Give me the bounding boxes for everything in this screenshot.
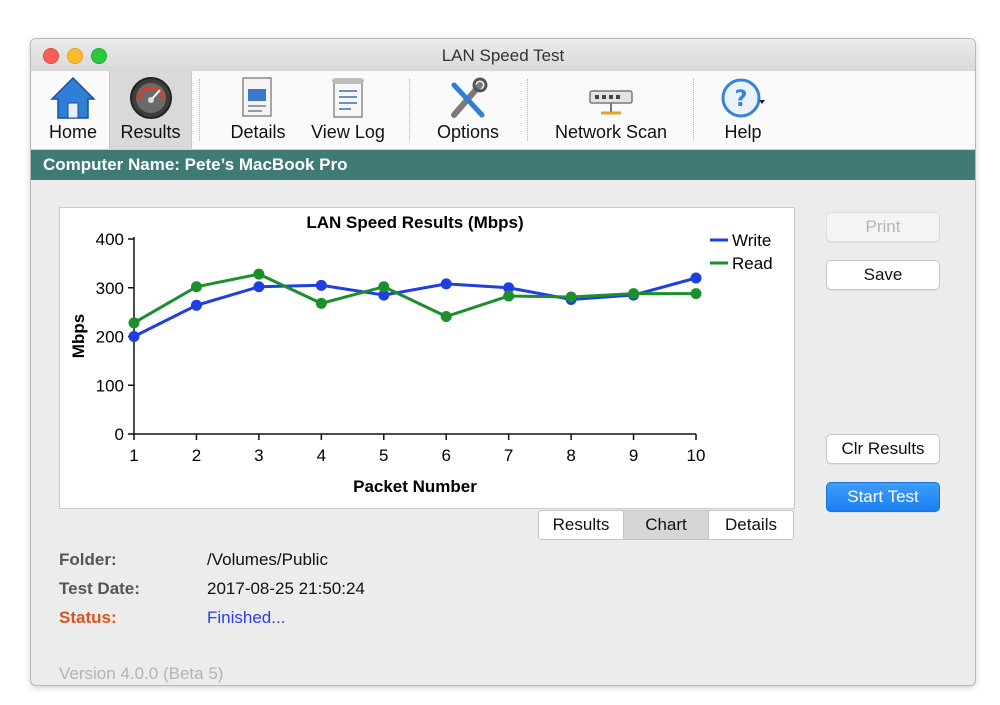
- data-point-read: [315, 297, 327, 309]
- close-window-button[interactable]: [43, 48, 59, 64]
- legend-label-read: Read: [732, 254, 773, 273]
- window-title: LAN Speed Test: [441, 46, 565, 65]
- y-tick-label: 300: [96, 279, 124, 298]
- y-axis-label: Mbps: [69, 314, 88, 358]
- x-tick-label: 3: [254, 446, 263, 465]
- folder-value: /Volumes/Public: [207, 550, 328, 569]
- svg-text:?: ?: [735, 87, 748, 112]
- toolbar-separator: [527, 79, 528, 141]
- legend-label-write: Write: [732, 231, 771, 250]
- data-point-read: [628, 288, 640, 300]
- title-bar: LAN Speed Test: [31, 39, 975, 71]
- toolbar-help-label: Help: [724, 122, 762, 142]
- data-point-read: [190, 281, 202, 293]
- status-label: Status:: [59, 608, 117, 627]
- toolbar-home-button[interactable]: Home: [37, 71, 109, 149]
- toolbar-options-button[interactable]: Options: [426, 71, 510, 149]
- data-point-write: [253, 281, 265, 293]
- toolbar-details-label: Details: [230, 122, 286, 142]
- y-tick-label: 0: [115, 425, 124, 444]
- home-icon: [50, 76, 96, 119]
- save-button[interactable]: Save: [826, 260, 940, 290]
- x-axis-label: Packet Number: [353, 477, 477, 496]
- data-point-read: [440, 311, 452, 323]
- data-point-write: [190, 299, 202, 311]
- print-button[interactable]: Print: [826, 212, 940, 242]
- speed-chart: LAN Speed Results (Mbps) 0 100 200 300 400 1 2 3…: [69, 213, 773, 496]
- y-tick-label: 200: [96, 328, 124, 347]
- data-point-write: [440, 278, 452, 290]
- toolbar: Home Results Details: [31, 71, 975, 150]
- series-line-write: [133, 276, 697, 338]
- y-tick-label: 400: [96, 230, 124, 249]
- data-point-write: [690, 272, 702, 284]
- data-point-write: [378, 289, 390, 301]
- x-tick-label: 4: [317, 446, 326, 465]
- computer-name: Computer Name: Pete’s MacBook Pro: [43, 155, 348, 174]
- toolbar-options-label: Options: [436, 122, 500, 142]
- chart-panel: LAN Speed Results (Mbps) 0 100 200 300 400 1 2 3…: [59, 207, 795, 509]
- gauge-icon: [129, 77, 172, 119]
- start-test-button[interactable]: Start Test: [826, 482, 940, 512]
- data-point-read: [690, 288, 702, 300]
- toolbar-details-button[interactable]: Details: [219, 71, 297, 149]
- x-tick-label: 7: [504, 446, 513, 465]
- data-point-read: [378, 281, 390, 293]
- tools-icon: [451, 77, 488, 118]
- clear-results-button[interactable]: Clr Results: [826, 434, 940, 464]
- toolbar-home-label: Home: [48, 122, 97, 142]
- toolbar-view-log-button[interactable]: View Log: [303, 71, 393, 149]
- x-tick-label: 10: [687, 446, 706, 465]
- toolbar-separator: [199, 79, 200, 141]
- toolbar-results-button[interactable]: Results: [109, 71, 192, 149]
- x-tick-label: 5: [379, 446, 388, 465]
- tab-chart[interactable]: Chart: [623, 511, 708, 539]
- x-tick-label: 2: [192, 446, 201, 465]
- y-tick-label: 100: [96, 376, 124, 395]
- toolbar-view-log-label: View Log: [311, 122, 385, 142]
- data-point-read: [128, 317, 140, 329]
- toolbar-network-scan-button[interactable]: Network Scan: [541, 71, 681, 149]
- x-tick-label: 1: [129, 446, 138, 465]
- toolbar-network-scan-label: Network Scan: [554, 122, 668, 142]
- data-point-read: [565, 291, 577, 303]
- x-tick-label: 6: [441, 446, 450, 465]
- test-date-value: 2017-08-25 21:50:24: [207, 579, 365, 598]
- chart-title: LAN Speed Results (Mbps): [306, 213, 523, 232]
- status-value: Finished...: [207, 608, 286, 627]
- view-tabs: Results Chart Details: [538, 510, 794, 540]
- help-icon: ?: [721, 78, 765, 118]
- log-icon: [332, 78, 364, 118]
- x-tick-label: 9: [629, 446, 638, 465]
- computer-name-bar: Computer Name: Pete’s MacBook Pro: [31, 150, 975, 180]
- app-window: LAN Speed Test Home Results: [30, 38, 976, 686]
- network-switch-icon: [589, 90, 633, 115]
- toolbar-help-button[interactable]: ? Help: [705, 71, 781, 149]
- zoom-window-button[interactable]: [91, 48, 107, 64]
- series-line-read: [133, 272, 696, 325]
- data-point-read: [503, 290, 515, 302]
- data-point-write: [315, 279, 327, 291]
- data-point-read: [253, 268, 265, 280]
- x-tick-label: 8: [566, 446, 575, 465]
- details-icon: [242, 77, 272, 117]
- tab-details[interactable]: Details: [708, 511, 793, 539]
- toolbar-results-label: Results: [120, 122, 181, 142]
- data-point-write: [503, 282, 515, 294]
- minimize-window-button[interactable]: [67, 48, 83, 64]
- toolbar-separator: [409, 79, 410, 141]
- tab-results[interactable]: Results: [552, 515, 610, 534]
- data-point-write: [128, 331, 140, 342]
- folder-label: Folder:: [59, 550, 117, 569]
- version-label: Version 4.0.0 (Beta 5): [59, 664, 224, 683]
- toolbar-separator: [693, 79, 694, 141]
- test-date-label: Test Date:: [59, 579, 140, 598]
